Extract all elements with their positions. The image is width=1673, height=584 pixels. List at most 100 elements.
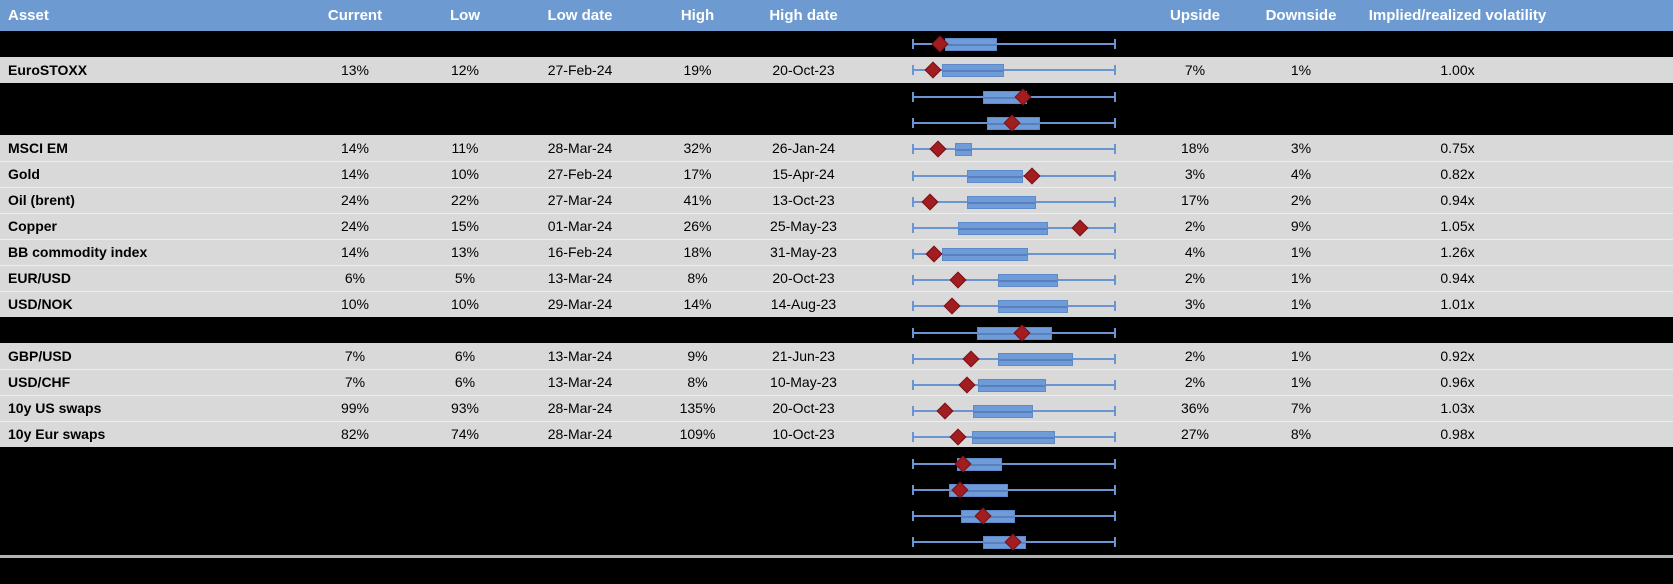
cell-implied-realized[interactable]: 0.94x <box>1440 192 1475 208</box>
cell-current[interactable]: 24% <box>340 192 370 208</box>
col-header-downside[interactable]: Downside <box>1265 7 1337 24</box>
cell-low[interactable]: 13% <box>450 244 480 260</box>
cell-asset[interactable]: GBP/USD <box>8 348 72 364</box>
cell-implied-realized[interactable]: 0.94x <box>1440 270 1475 286</box>
cell-high-date[interactable]: 10-Oct-23 <box>772 426 835 442</box>
cell-high-date[interactable]: 20-Oct-23 <box>772 270 835 286</box>
cell-high[interactable]: 18% <box>683 244 712 260</box>
cell-low[interactable]: 11% <box>451 140 479 156</box>
cell-downside[interactable]: 1% <box>1290 62 1312 78</box>
cell-high[interactable]: 17% <box>683 166 712 182</box>
cell-current[interactable]: 14% <box>340 244 370 260</box>
cell-low-date[interactable]: 27-Feb-24 <box>547 166 613 182</box>
cell-upside[interactable]: 17% <box>1180 192 1210 208</box>
cell-asset[interactable]: USD/NOK <box>8 296 73 312</box>
cell-high-date[interactable]: 26-Jan-24 <box>771 140 836 156</box>
cell-implied-realized[interactable]: 0.96x <box>1440 374 1475 390</box>
cell-downside[interactable]: 1% <box>1290 270 1312 286</box>
cell-high[interactable]: 32% <box>683 140 712 156</box>
cell-implied-realized[interactable]: 1.05x <box>1440 218 1475 234</box>
cell-low-date[interactable]: 28-Mar-24 <box>547 426 613 442</box>
cell-low[interactable]: 5% <box>454 270 476 286</box>
col-header-implied-realized[interactable]: Implied/realized volatility <box>1368 7 1547 24</box>
cell-upside[interactable]: 36% <box>1180 400 1210 416</box>
cell-upside[interactable]: 3% <box>1184 166 1206 182</box>
cell-low-date[interactable]: 13-Mar-24 <box>547 270 613 286</box>
cell-low[interactable]: 93% <box>450 400 480 416</box>
cell-low-date[interactable]: 27-Mar-24 <box>547 192 613 208</box>
cell-downside[interactable]: 4% <box>1290 166 1312 182</box>
cell-high[interactable]: 109% <box>679 426 716 442</box>
cell-low-date[interactable]: 28-Mar-24 <box>547 140 613 156</box>
cell-upside[interactable]: 4% <box>1184 244 1206 260</box>
cell-high-date[interactable]: 21-Jun-23 <box>771 348 836 364</box>
cell-high[interactable]: 8% <box>687 374 708 390</box>
cell-low-date[interactable]: 16-Feb-24 <box>547 244 613 260</box>
cell-implied-realized[interactable]: 0.98x <box>1440 426 1475 442</box>
cell-low-date[interactable]: 29-Mar-24 <box>547 296 613 312</box>
cell-asset[interactable]: Copper <box>8 218 57 234</box>
col-header-upside[interactable]: Upside <box>1169 7 1220 24</box>
cell-current[interactable]: 82% <box>340 426 370 442</box>
cell-upside[interactable]: 2% <box>1184 348 1206 364</box>
cell-downside[interactable]: 2% <box>1290 192 1312 208</box>
cell-current[interactable]: 6% <box>344 270 366 286</box>
cell-downside[interactable]: 1% <box>1290 348 1312 364</box>
cell-high[interactable]: 135% <box>679 400 716 416</box>
col-header-current[interactable]: Current <box>327 7 383 24</box>
cell-current[interactable]: 7% <box>344 374 366 390</box>
cell-high[interactable]: 19% <box>683 62 712 78</box>
cell-low-date[interactable]: 27-Feb-24 <box>547 62 613 78</box>
cell-current[interactable]: 13% <box>340 62 370 78</box>
cell-implied-realized[interactable]: 0.75x <box>1440 140 1475 156</box>
cell-high[interactable]: 41% <box>683 192 712 208</box>
cell-current[interactable]: 24% <box>340 218 370 234</box>
cell-asset[interactable]: EUR/USD <box>8 270 72 286</box>
cell-current[interactable]: 7% <box>344 348 366 364</box>
cell-upside[interactable]: 2% <box>1184 218 1206 234</box>
cell-low-date[interactable]: 01-Mar-24 <box>547 218 613 234</box>
cell-downside[interactable]: 7% <box>1290 400 1312 416</box>
cell-upside[interactable]: 18% <box>1180 140 1210 156</box>
cell-asset[interactable]: 10y US swaps <box>8 400 102 416</box>
cell-upside[interactable]: 2% <box>1184 374 1206 390</box>
cell-asset[interactable]: 10y Eur swaps <box>8 426 106 442</box>
cell-downside[interactable]: 3% <box>1290 140 1312 156</box>
cell-high-date[interactable]: 10-May-23 <box>770 374 837 390</box>
cell-asset[interactable]: EuroSTOXX <box>8 62 88 78</box>
cell-current[interactable]: 10% <box>340 296 370 312</box>
cell-high-date[interactable]: 20-Oct-23 <box>772 62 835 78</box>
col-header-high-date[interactable]: High date <box>769 7 838 24</box>
cell-high-date[interactable]: 31-May-23 <box>770 244 837 260</box>
cell-high[interactable]: 8% <box>687 270 708 286</box>
cell-low[interactable]: 10% <box>450 166 480 182</box>
cell-current[interactable]: 14% <box>340 140 370 156</box>
cell-asset[interactable]: BB commodity index <box>8 244 148 260</box>
cell-low[interactable]: 6% <box>454 348 476 364</box>
cell-high[interactable]: 26% <box>683 218 712 234</box>
cell-downside[interactable]: 1% <box>1290 296 1312 312</box>
col-header-low[interactable]: Low <box>450 7 480 24</box>
cell-downside[interactable]: 1% <box>1290 374 1312 390</box>
cell-downside[interactable]: 8% <box>1290 426 1312 442</box>
cell-high[interactable]: 14% <box>683 296 712 312</box>
cell-upside[interactable]: 7% <box>1184 62 1206 78</box>
col-header-low-date[interactable]: Low date <box>547 7 613 24</box>
cell-low[interactable]: 22% <box>450 192 480 208</box>
cell-low-date[interactable]: 13-Mar-24 <box>547 374 613 390</box>
cell-asset[interactable]: Oil (brent) <box>8 192 75 208</box>
cell-high-date[interactable]: 14-Aug-23 <box>770 296 837 312</box>
cell-implied-realized[interactable]: 1.03x <box>1440 400 1475 416</box>
cell-implied-realized[interactable]: 1.01x <box>1440 296 1475 312</box>
cell-low-date[interactable]: 28-Mar-24 <box>547 400 613 416</box>
cell-downside[interactable]: 9% <box>1290 218 1312 234</box>
cell-high-date[interactable]: 20-Oct-23 <box>772 400 835 416</box>
cell-upside[interactable]: 27% <box>1180 426 1210 442</box>
cell-current[interactable]: 14% <box>340 166 370 182</box>
cell-low[interactable]: 6% <box>454 374 476 390</box>
cell-low-date[interactable]: 13-Mar-24 <box>547 348 613 364</box>
cell-low[interactable]: 10% <box>450 296 480 312</box>
cell-high-date[interactable]: 25-May-23 <box>770 218 837 234</box>
cell-high-date[interactable]: 13-Oct-23 <box>772 192 835 208</box>
cell-current[interactable]: 99% <box>340 400 370 416</box>
